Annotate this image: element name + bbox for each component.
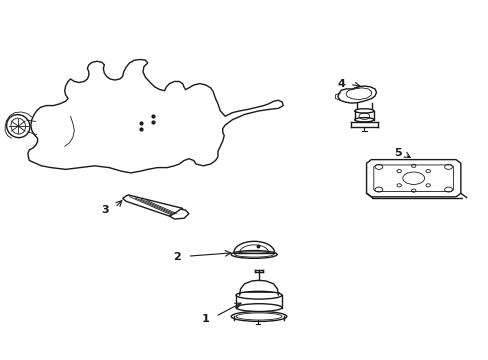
- Ellipse shape: [11, 118, 25, 134]
- Polygon shape: [122, 195, 182, 216]
- Text: 4: 4: [337, 79, 345, 89]
- Ellipse shape: [354, 109, 373, 113]
- Text: 3: 3: [101, 205, 109, 215]
- Polygon shape: [366, 159, 460, 197]
- Text: 1: 1: [202, 314, 209, 324]
- Polygon shape: [337, 86, 376, 103]
- Ellipse shape: [231, 251, 277, 258]
- Ellipse shape: [354, 118, 373, 122]
- Polygon shape: [28, 59, 283, 173]
- Polygon shape: [373, 165, 453, 192]
- Ellipse shape: [7, 114, 30, 138]
- Polygon shape: [169, 209, 188, 219]
- Ellipse shape: [236, 304, 282, 311]
- Ellipse shape: [236, 291, 282, 299]
- Text: 2: 2: [173, 252, 181, 262]
- Ellipse shape: [231, 311, 286, 321]
- Text: 5: 5: [394, 148, 401, 158]
